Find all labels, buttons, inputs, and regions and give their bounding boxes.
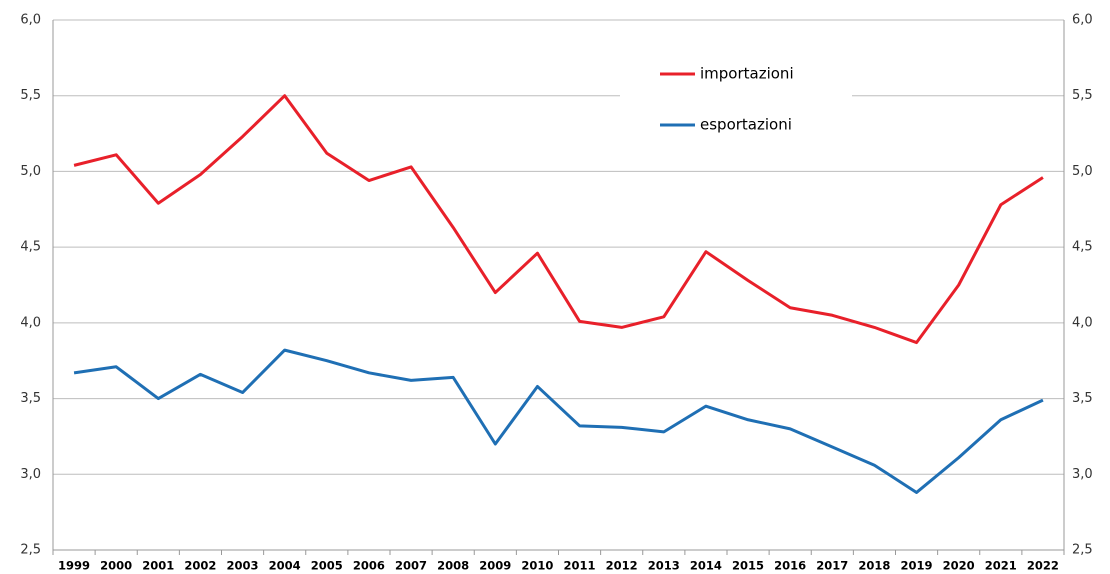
x-tick-label: 2007	[395, 559, 427, 573]
x-tick-label: 2010	[521, 559, 553, 573]
y-tick-label: 4,5	[20, 240, 41, 255]
y2-tick-label: 4,5	[1072, 240, 1093, 255]
x-tick-label: 2009	[479, 559, 511, 573]
x-tick-label: 2022	[1027, 559, 1059, 573]
legend-label: esportazioni	[700, 116, 792, 134]
y2-tick-label: 5,0	[1072, 164, 1093, 179]
x-tick-label: 2015	[732, 559, 764, 573]
x-tick-label: 2012	[606, 559, 638, 573]
y-tick-label: 3,0	[20, 467, 41, 482]
y-tick-label: 5,0	[20, 164, 41, 179]
series-line	[73, 94, 1044, 345]
x-tick-label: 2017	[816, 559, 848, 573]
x-tick-label: 2020	[943, 559, 975, 573]
y-tick-label: 6,0	[20, 13, 41, 28]
x-tick-label: 2001	[142, 559, 174, 573]
x-tick-label: 2019	[901, 559, 933, 573]
x-tick-label: 2006	[353, 559, 385, 573]
y-tick-label: 3,5	[20, 391, 41, 406]
x-tick-label: 1999	[58, 559, 90, 573]
y2-tick-label: 2,5	[1072, 543, 1093, 558]
y-tick-label: 5,5	[20, 88, 41, 103]
series-line	[73, 348, 1044, 494]
x-tick-label: 2016	[774, 559, 806, 573]
x-tick-label: 2002	[184, 559, 216, 573]
y-tick-label: 2,5	[20, 543, 41, 558]
y2-tick-label: 3,5	[1072, 391, 1093, 406]
legend-label: importazioni	[700, 65, 794, 83]
x-tick-label: 2014	[690, 559, 722, 573]
y2-tick-label: 6,0	[1072, 13, 1093, 28]
y-tick-label: 4,0	[20, 315, 41, 330]
x-tick-label: 2008	[437, 559, 469, 573]
y2-tick-label: 4,0	[1072, 315, 1093, 330]
x-tick-label: 2011	[564, 559, 596, 573]
x-tick-label: 2018	[858, 559, 890, 573]
x-tick-label: 2013	[648, 559, 680, 573]
legend-box	[620, 52, 852, 152]
y2-tick-label: 3,0	[1072, 467, 1093, 482]
x-tick-label: 2005	[311, 559, 343, 573]
y2-tick-label: 5,5	[1072, 88, 1093, 103]
x-tick-label: 2003	[227, 559, 259, 573]
x-tick-label: 2000	[100, 559, 132, 573]
x-tick-label: 2004	[269, 559, 301, 573]
x-tick-label: 2021	[985, 559, 1017, 573]
